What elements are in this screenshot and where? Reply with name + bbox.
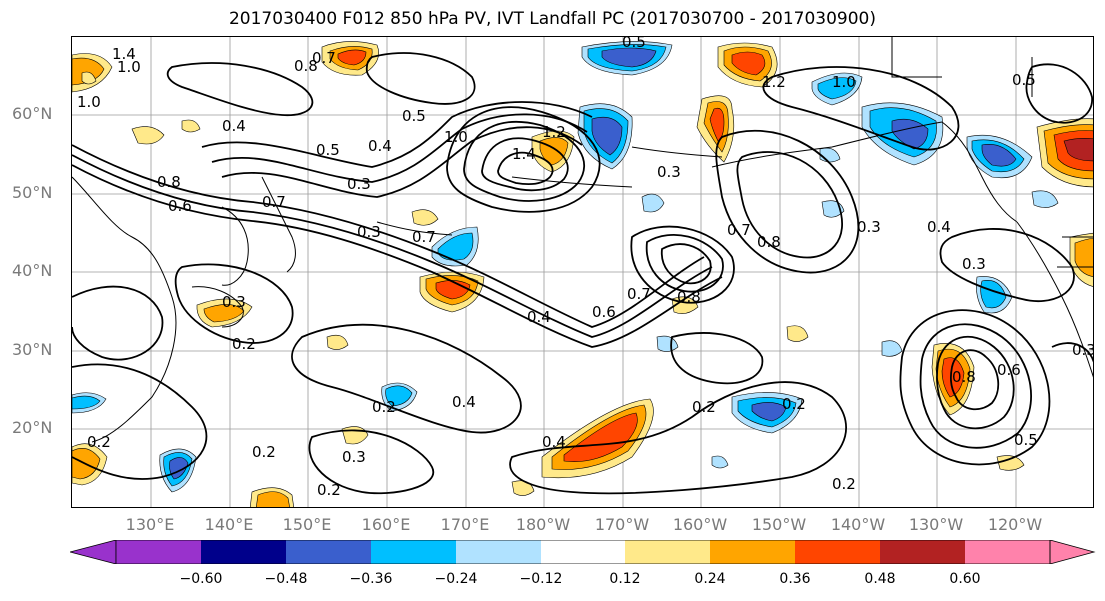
lon-label-130e: 130°E	[125, 515, 175, 534]
contour-label-28: 0.8	[952, 368, 976, 386]
contour-label-42: 0.2	[692, 398, 716, 416]
contour-label-13: 0.3	[357, 223, 381, 241]
lon-label-160w: 160°W	[672, 515, 728, 534]
contour-label-24: 0.7	[727, 221, 751, 239]
map-title: 2017030400 F012 850 hPa PV, IVT Landfall…	[228, 9, 876, 29]
contour-label-44: 0.2	[832, 475, 856, 493]
contour-label-6: 0.5	[402, 107, 426, 125]
map-panel: 1.4 1.0 0.8 0.7 0.4 0.5 0.4 0.5 0.6 0.8 …	[71, 36, 1094, 508]
colorbar-tick-5: −0.12	[519, 571, 563, 587]
lon-label-120w: 120°W	[987, 515, 1043, 534]
colorbar-tick-10: 0.60	[949, 571, 981, 587]
lon-label-140e: 140°E	[204, 515, 254, 534]
lon-label-170w: 170°W	[594, 515, 650, 534]
colorbar-tick-2: −0.48	[264, 571, 308, 587]
colorbar-tick-9: 0.48	[864, 571, 896, 587]
contour-label-12: 0.3	[347, 175, 371, 193]
lon-label-180w: 180°W	[515, 515, 571, 534]
contour-label-9: 0.6	[168, 197, 192, 215]
contour-label-15: 1.0	[444, 128, 468, 146]
colorbar-bin-8	[710, 540, 795, 564]
colorbar-bin-1	[116, 540, 201, 564]
contour-label-1: 1.4	[112, 45, 136, 63]
lat-label-30n: 30°N	[12, 340, 53, 359]
colorbar-bin-11	[965, 540, 1050, 564]
lon-label-130w: 130°W	[908, 515, 964, 534]
contour-label-47: 0.5	[1012, 71, 1036, 89]
colorbar-bin-10	[880, 540, 965, 564]
lon-label-170e: 170°E	[440, 515, 490, 534]
shading-negative	[72, 41, 1059, 493]
contour-label-34: 0.2	[232, 335, 256, 353]
lon-label-150w: 150°W	[751, 515, 807, 534]
colorbar-tick-4: −0.24	[434, 571, 478, 587]
lat-label-40n: 40°N	[12, 261, 53, 280]
contour-label-11: 0.7	[262, 193, 286, 211]
pv-contours	[72, 52, 1093, 495]
contour-label-37: 0.4	[452, 393, 476, 411]
lon-label-140w: 140°W	[830, 515, 886, 534]
contour-label-41: 0.4	[542, 433, 566, 451]
contour-label-16: 1.4	[512, 145, 536, 163]
contour-label-19: 0.7	[627, 285, 651, 303]
colorbar-svg	[68, 539, 1096, 565]
coastlines	[72, 37, 1093, 443]
contour-label-45: 0.2	[87, 433, 111, 451]
contour-labels: 1.4 1.0 0.8 0.7 0.4 0.5 0.4 0.5 0.6 0.8 …	[77, 37, 1094, 499]
colorbar-bin-5	[456, 540, 541, 564]
shading-positive	[72, 41, 1093, 507]
colorbar-bin-2	[201, 540, 286, 564]
colorbar-tick-1: −0.60	[179, 571, 223, 587]
colorbar-bin-7	[625, 540, 710, 564]
lat-label-60n: 60°N	[12, 104, 53, 123]
contour-label-46: 1.0	[77, 93, 101, 111]
contour-label-43: 0.2	[782, 395, 806, 413]
lat-label-50n: 50°N	[12, 183, 53, 202]
lon-label-150e: 150°E	[282, 515, 332, 534]
contour-label-29: 0.6	[997, 361, 1021, 379]
contour-label-22: 0.8	[677, 288, 701, 306]
contour-label-20: 0.6	[592, 303, 616, 321]
contour-label-25: 0.3	[857, 218, 881, 236]
contour-label-39: 0.2	[252, 443, 276, 461]
contour-label-23: 0.8	[757, 233, 781, 251]
contour-label-3: 0.8	[294, 57, 318, 75]
contour-label-27: 0.3	[962, 255, 986, 273]
contour-label-17: 1.2	[542, 123, 566, 141]
contour-label-8: 0.5	[316, 141, 340, 159]
lon-label-160e: 160°E	[361, 515, 411, 534]
colorbar-bin-4	[371, 540, 456, 564]
contour-label-36: 0.2	[372, 398, 396, 416]
colorbar-tick-6: 0.12	[609, 571, 641, 587]
contour-label-5: 0.4	[222, 117, 246, 135]
colorbar	[68, 539, 1096, 568]
contour-label-4: 0.7	[312, 49, 336, 67]
contour-label-14: 0.7	[412, 228, 436, 246]
map-canvas: 1.4 1.0 0.8 0.7 0.4 0.5 0.4 0.5 0.6 0.8 …	[72, 37, 1094, 507]
colorbar-bin-3	[286, 540, 371, 564]
colorbar-tick-8: 0.36	[779, 571, 811, 587]
colorbar-extend-max	[1049, 539, 1096, 565]
colorbar-tick-7: 0.24	[694, 571, 726, 587]
contour-label-10: 0.8	[157, 173, 181, 191]
contour-label-32: 1.2	[762, 73, 786, 91]
contour-label-21: 0.4	[527, 308, 551, 326]
contour-label-26: 0.4	[927, 218, 951, 236]
contour-label-30: 0.5	[1014, 431, 1038, 449]
contour-label-33: 0.3	[1072, 341, 1094, 359]
colorbar-bin-9	[795, 540, 880, 564]
colorbar-tick-3: −0.36	[349, 571, 393, 587]
contour-label-7: 0.4	[368, 137, 392, 155]
contour-label-18: 0.3	[657, 163, 681, 181]
contour-label-2: 1.0	[117, 58, 141, 76]
contour-label-38: 0.3	[342, 448, 366, 466]
contour-label-31: 1.0	[832, 73, 856, 91]
colorbar-bin-6	[541, 540, 625, 564]
contour-label-40: 0.2	[317, 481, 341, 499]
colorbar-extend-min	[68, 539, 117, 565]
contour-label-48: 0.5	[622, 37, 646, 51]
lat-label-20n: 20°N	[12, 418, 53, 437]
contour-label-35: 0.3	[222, 293, 246, 311]
